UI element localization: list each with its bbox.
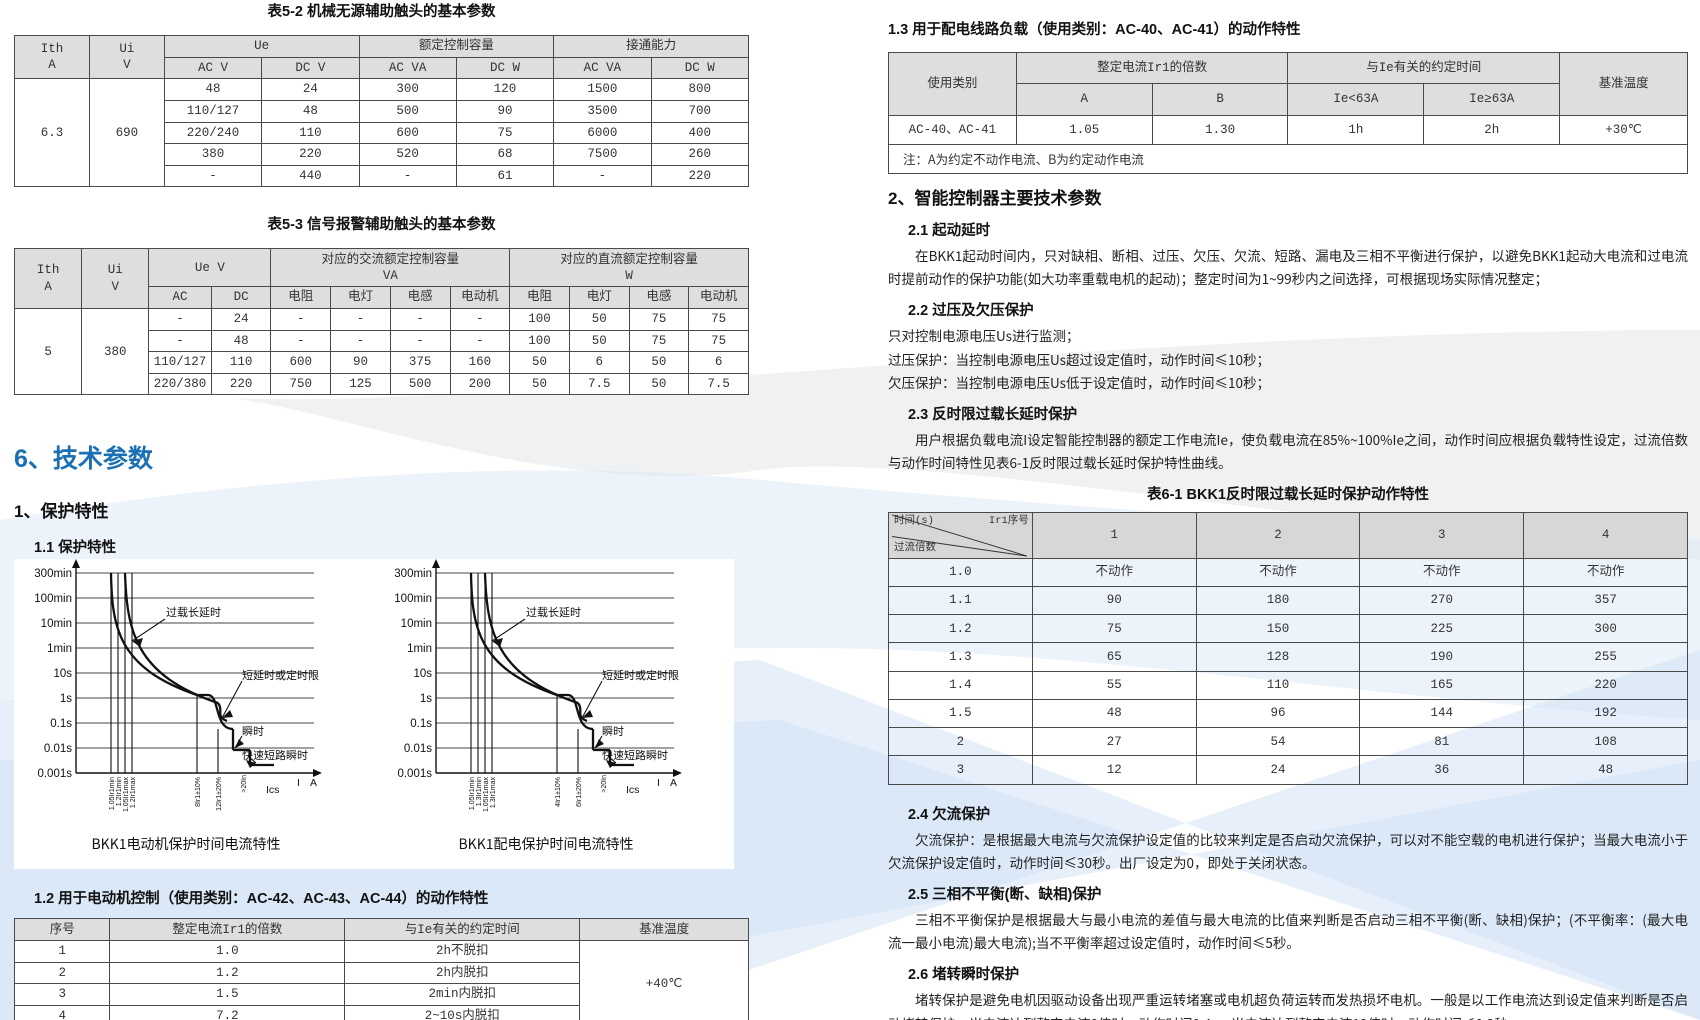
svg-text:>20In: >20In [601, 775, 608, 793]
svg-text:100min: 100min [34, 593, 72, 605]
svg-text:Ics: Ics [626, 784, 639, 796]
svg-text:1.05Ir1min: 1.05Ir1min [109, 777, 116, 810]
svg-text:瞬时: 瞬时 [242, 723, 264, 739]
svg-text:BKK1配电保护时间电流特性: BKK1配电保护时间电流特性 [458, 834, 633, 854]
svg-text:10s: 10s [413, 668, 432, 680]
svg-text:快速短路瞬时: 快速短路瞬时 [602, 747, 668, 763]
svg-text:100min: 100min [394, 593, 432, 605]
svg-text:0.1s: 0.1s [50, 718, 72, 730]
svg-text:1.2Ir1max: 1.2Ir1max [130, 777, 137, 809]
svg-text:0.01s: 0.01s [404, 743, 432, 755]
svg-text:10min: 10min [41, 618, 72, 630]
svg-text:0.001s: 0.001s [397, 768, 432, 780]
svg-text:1.3Ir1min: 1.3Ir1min [476, 777, 483, 806]
svg-text:4Ir1±10%: 4Ir1±10% [555, 777, 562, 807]
svg-text:10min: 10min [401, 618, 432, 630]
svg-text:A: A [670, 777, 677, 789]
svg-text:1.2Ir1min: 1.2Ir1min [116, 777, 123, 806]
svg-text:1min: 1min [47, 643, 72, 655]
svg-text:>20In: >20In [241, 775, 248, 793]
svg-text:1.3Ir1max: 1.3Ir1max [490, 777, 497, 809]
svg-text:0.001s: 0.001s [37, 768, 72, 780]
svg-text:8Ir1±10%: 8Ir1±10% [195, 777, 202, 807]
svg-text:0.1s: 0.1s [410, 718, 432, 730]
svg-text:短延时或定时限: 短延时或定时限 [602, 667, 679, 683]
svg-text:BKK1电动机保护时间电流特性: BKK1电动机保护时间电流特性 [91, 834, 280, 854]
svg-text:A: A [310, 777, 317, 789]
svg-text:1.05Ir1min: 1.05Ir1min [469, 777, 476, 810]
svg-text:1s: 1s [60, 693, 72, 705]
svg-text:300min: 300min [34, 568, 72, 580]
svg-text:300min: 300min [394, 568, 432, 580]
svg-text:瞬时: 瞬时 [602, 723, 624, 739]
svg-text:1.05Ir1max: 1.05Ir1max [123, 777, 130, 813]
svg-text:6Ir1±20%: 6Ir1±20% [576, 777, 583, 807]
svg-text:1.05Ir1max: 1.05Ir1max [483, 777, 490, 813]
svg-text:快速短路瞬时: 快速短路瞬时 [242, 747, 308, 763]
svg-text:1s: 1s [420, 693, 432, 705]
svg-text:12Ir1±20%: 12Ir1±20% [216, 777, 223, 811]
svg-text:I: I [657, 777, 660, 789]
svg-text:10s: 10s [53, 668, 72, 680]
svg-text:过载长延时: 过载长延时 [166, 604, 221, 620]
svg-text:1min: 1min [407, 643, 432, 655]
svg-text:0.01s: 0.01s [44, 743, 72, 755]
svg-text:I: I [297, 777, 300, 789]
svg-text:Ics: Ics [266, 784, 279, 796]
svg-text:过载长延时: 过载长延时 [526, 604, 581, 620]
svg-text:短延时或定时限: 短延时或定时限 [242, 667, 319, 683]
